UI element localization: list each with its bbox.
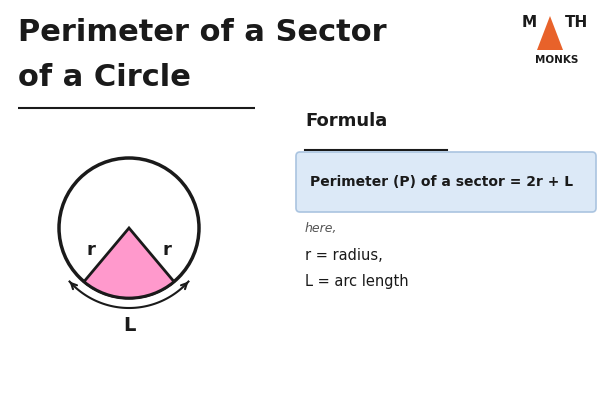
Text: TH: TH [565,15,588,30]
Text: here,: here, [305,222,337,235]
Text: r = radius,
L = arc length: r = radius, L = arc length [305,248,409,289]
Text: Formula: Formula [305,112,387,130]
Text: L: L [123,316,135,335]
Text: r: r [86,241,95,259]
Text: Perimeter of a Sector: Perimeter of a Sector [18,18,386,47]
Polygon shape [537,16,563,50]
Text: of a Circle: of a Circle [18,63,191,92]
Text: Perimeter (P) of a sector = 2r + L: Perimeter (P) of a sector = 2r + L [310,175,573,189]
Text: MONKS: MONKS [535,55,578,65]
Text: M: M [522,15,537,30]
FancyBboxPatch shape [296,152,596,212]
Wedge shape [84,228,174,298]
Text: r: r [163,241,172,259]
